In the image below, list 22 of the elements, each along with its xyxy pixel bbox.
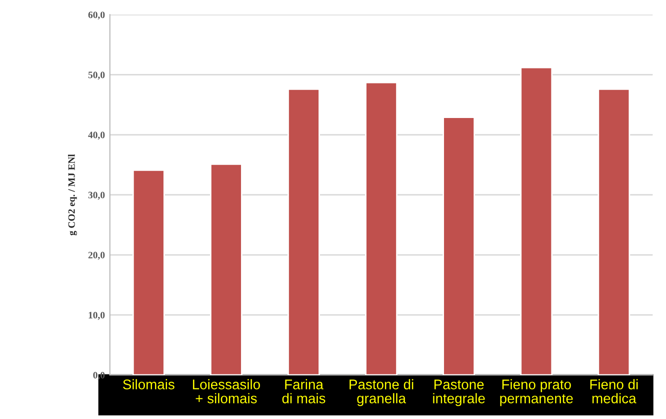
- bar: [132, 170, 165, 376]
- x-tick-label: Fieno di medica: [590, 379, 638, 404]
- x-tick-label: Pastone di granella: [350, 379, 414, 406]
- bar: [288, 88, 320, 376]
- x-tick-label: Pastone integrale: [433, 380, 485, 406]
- x-tick-label: Farina di mais: [282, 379, 326, 404]
- y-axis-title: g CO2 eq. / MJ ENl: [68, 154, 77, 236]
- bar: [442, 116, 476, 376]
- y-tick-label: 30,0: [88, 192, 105, 200]
- y-tick-label: 50,0: [88, 72, 105, 80]
- bar: [520, 66, 553, 376]
- x-tick-label: Fieno prato permanente: [500, 379, 573, 406]
- bar: [365, 82, 398, 376]
- x-tick-label: Silomais: [123, 379, 174, 390]
- bar: [210, 164, 242, 376]
- y-tick-label: 0,0: [93, 372, 105, 380]
- x-tick-label: Loiessasilo + silomais: [192, 379, 260, 404]
- y-tick-label: 40,0: [88, 132, 105, 140]
- y-tick-label: 20,0: [88, 252, 105, 260]
- y-tick-label: 10,0: [88, 312, 105, 320]
- y-tick-label: 60,0: [88, 12, 105, 20]
- bar: [598, 88, 630, 376]
